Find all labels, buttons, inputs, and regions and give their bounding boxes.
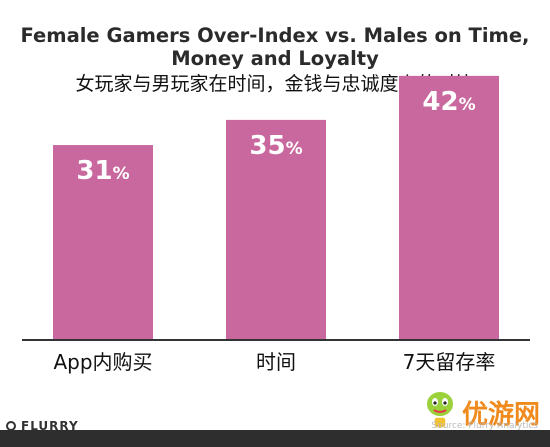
bar-3 bbox=[399, 75, 499, 340]
watermark-text: 优游网 bbox=[461, 400, 540, 430]
bar-value-label-3: 42% bbox=[422, 87, 475, 117]
bar-value-label-1: 31% bbox=[76, 156, 129, 186]
mascot-icon bbox=[424, 390, 455, 429]
flurry-logo: FLURRY bbox=[6, 419, 79, 433]
bar-1 bbox=[53, 145, 153, 340]
footer-bar bbox=[0, 430, 550, 447]
watermark: 优游网 bbox=[422, 386, 540, 430]
bar-2 bbox=[226, 119, 326, 340]
flurry-ring-icon bbox=[6, 421, 16, 431]
category-label-1: App内购买 bbox=[53, 350, 152, 374]
source-text: Source: Flurry Analytics bbox=[431, 421, 538, 431]
flurry-logo-text: FLURRY bbox=[21, 419, 79, 433]
bar-value-label-2: 35% bbox=[249, 131, 302, 161]
chart-subtitle: 女玩家与男玩家在时间，金钱与忠诚度上的对比 bbox=[75, 73, 475, 95]
chart-title: Female Gamers Over-Index vs. Males on Ti… bbox=[20, 24, 530, 70]
category-label-3: 7天留存率 bbox=[403, 350, 496, 374]
category-label-2: 时间 bbox=[256, 350, 296, 374]
